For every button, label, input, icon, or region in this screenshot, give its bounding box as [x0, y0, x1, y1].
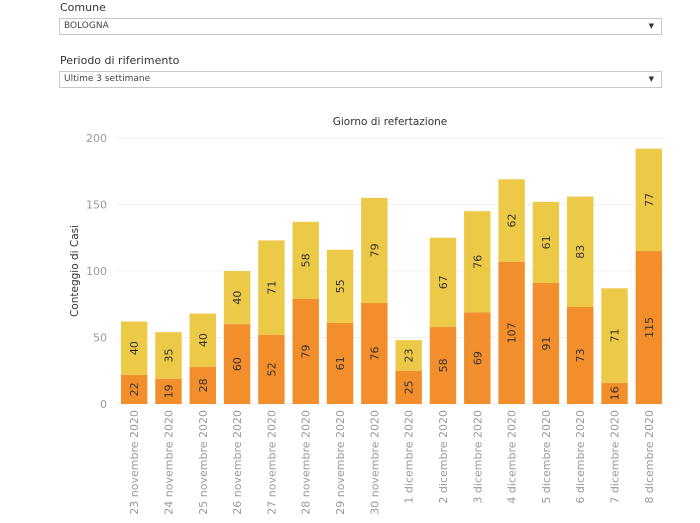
bar-segment-bottom — [258, 334, 285, 404]
x-tick-label: 28 novembre 2020 — [300, 410, 313, 515]
data-label: 28 — [197, 378, 210, 392]
x-tick-label: 30 novembre 2020 — [368, 410, 381, 515]
data-label: 107 — [506, 322, 519, 343]
data-label: 76 — [471, 255, 484, 269]
chevron-down-icon: ▼ — [648, 75, 654, 83]
x-tick-label: 23 novembre 2020 — [128, 410, 141, 515]
bar-segment-bottom — [361, 302, 388, 404]
data-label: 67 — [437, 275, 450, 289]
x-tick-label: 24 novembre 2020 — [162, 410, 175, 515]
bar-segment-top — [189, 313, 216, 367]
chart-title: Giorno di refertazione — [333, 116, 448, 128]
bar-segment-top — [120, 321, 148, 375]
bar-segment-bottom — [498, 261, 525, 404]
bar-segment-bottom — [532, 282, 560, 404]
x-tick-label: 3 dicembre 2020 — [471, 410, 484, 504]
bar-segment-bottom — [326, 322, 354, 404]
x-tick-label: 8 dicembre 2020 — [643, 410, 656, 504]
data-label: 58 — [437, 358, 450, 372]
data-label: 55 — [334, 279, 347, 293]
bar-segment-bottom — [635, 251, 663, 404]
bar-segment-top — [395, 340, 422, 371]
data-label: 61 — [334, 356, 347, 370]
x-tick-label: 26 novembre 2020 — [231, 410, 244, 515]
data-label: 22 — [128, 382, 141, 396]
x-tick-label: 2 dicembre 2020 — [437, 410, 450, 504]
x-tick-label: 7 dicembre 2020 — [609, 410, 622, 504]
data-label: 69 — [471, 351, 484, 365]
data-label: 71 — [609, 329, 622, 343]
bar-segment-bottom — [189, 366, 216, 404]
bar-segment-top — [429, 237, 457, 327]
bar-segment-top — [361, 197, 388, 303]
x-tick-label: 25 novembre 2020 — [197, 410, 210, 515]
bar-segment-bottom — [155, 378, 182, 404]
chevron-down-icon: ▼ — [648, 22, 654, 30]
x-tick-label: 27 novembre 2020 — [265, 410, 278, 515]
data-label: 83 — [574, 245, 587, 259]
bar-segment-bottom — [120, 374, 148, 404]
x-tick-label: 4 dicembre 2020 — [506, 410, 519, 504]
bar-segment-top — [464, 211, 491, 313]
bar-segment-top — [155, 332, 182, 379]
x-tick-label: 6 dicembre 2020 — [574, 410, 587, 504]
data-label: 73 — [574, 348, 587, 362]
data-label: 23 — [403, 348, 416, 362]
periodo-value: Ultime 3 settimane — [64, 74, 151, 84]
y-tick-label: 200 — [86, 132, 107, 145]
data-label: 61 — [540, 235, 553, 249]
bar-segment-bottom — [567, 306, 594, 404]
bar-segment-top — [532, 201, 560, 283]
x-tick-label: 5 dicembre 2020 — [540, 410, 553, 504]
x-tick-label: 1 dicembre 2020 — [403, 410, 416, 504]
bar-segment-top — [326, 249, 354, 323]
bar-segment-top — [292, 221, 319, 299]
bar-segment-top — [498, 179, 525, 262]
comune-value: BOLOGNA — [64, 21, 109, 31]
bar-segment-bottom — [601, 382, 628, 404]
data-label: 62 — [506, 213, 519, 227]
data-label: 52 — [265, 362, 278, 376]
y-tick-label: 50 — [93, 332, 107, 345]
y-tick-label: 0 — [100, 398, 107, 411]
data-label: 40 — [231, 291, 244, 305]
data-label: 25 — [403, 380, 416, 394]
data-label: 91 — [540, 336, 553, 350]
periodo-label: Periodo di riferimento — [60, 54, 180, 67]
bar-segment-top — [258, 240, 285, 335]
bar-segment-top — [223, 271, 251, 325]
bar-segment-bottom — [464, 312, 491, 404]
data-label: 35 — [162, 348, 175, 362]
comune-select[interactable]: BOLOGNA ▼ — [59, 18, 662, 35]
bar-segment-top — [567, 196, 594, 307]
bar-segment-bottom — [395, 370, 422, 404]
comune-label: Comune — [60, 1, 106, 14]
data-label: 115 — [643, 317, 656, 338]
bar-segment-bottom — [292, 298, 319, 404]
data-label: 16 — [609, 386, 622, 400]
y-tick-label: 100 — [86, 265, 107, 278]
data-label: 79 — [300, 344, 313, 358]
data-label: 40 — [128, 341, 141, 355]
data-label: 79 — [368, 243, 381, 257]
data-label: 60 — [231, 357, 244, 371]
periodo-select[interactable]: Ultime 3 settimane ▼ — [59, 71, 662, 88]
y-tick-label: 150 — [86, 199, 107, 212]
bar-segment-top — [635, 148, 663, 252]
data-label: 58 — [300, 253, 313, 267]
x-tick-label: 29 novembre 2020 — [334, 410, 347, 515]
bar-segment-bottom — [429, 326, 457, 404]
data-label: 76 — [368, 346, 381, 360]
bar-segment-bottom — [223, 324, 251, 404]
data-label: 77 — [643, 193, 656, 207]
y-axis-label: Conteggio di Casi — [69, 225, 81, 317]
data-label: 19 — [162, 384, 175, 398]
bar-segment-top — [601, 288, 628, 383]
data-label: 71 — [265, 281, 278, 295]
data-label: 40 — [197, 333, 210, 347]
